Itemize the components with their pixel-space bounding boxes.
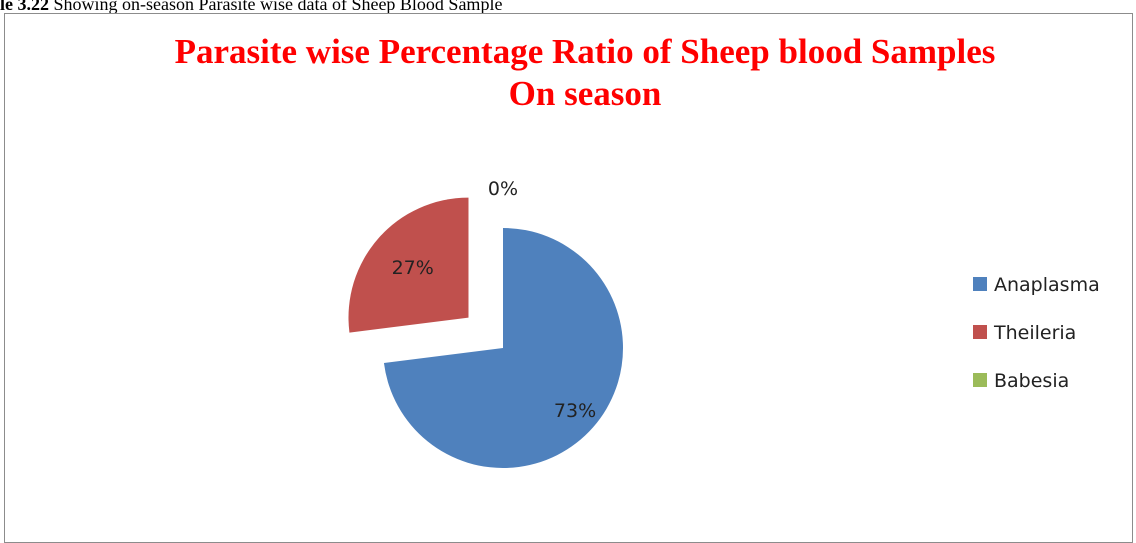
caption-text: Showing on-season Parasite wise data of … — [49, 0, 503, 14]
chart-title-line1: Parasite wise Percentage Ratio of Sheep … — [174, 32, 996, 71]
pie-slice-theileria — [348, 197, 469, 333]
pie-slice-anaplasma — [383, 228, 623, 469]
data-label-anaplasma: 73% — [554, 400, 596, 422]
legend-label-theileria: Theileria — [994, 322, 1077, 344]
data-label-babesia: 0% — [488, 178, 518, 200]
caption-number: le 3.22 — [0, 0, 49, 14]
legend-swatch-babesia — [973, 373, 987, 387]
legend-swatch-anaplasma — [973, 277, 987, 291]
chart-title-line2: On season — [508, 74, 662, 113]
legend-label-babesia: Babesia — [994, 370, 1070, 392]
legend-swatch-theileria — [973, 325, 987, 339]
chart-title: Parasite wise Percentage Ratio of Sheep … — [0, 31, 1136, 115]
table-caption: le 3.22 Showing on-season Parasite wise … — [0, 0, 502, 15]
legend-label-anaplasma: Anaplasma — [994, 274, 1100, 296]
data-label-theileria: 27% — [392, 257, 434, 279]
